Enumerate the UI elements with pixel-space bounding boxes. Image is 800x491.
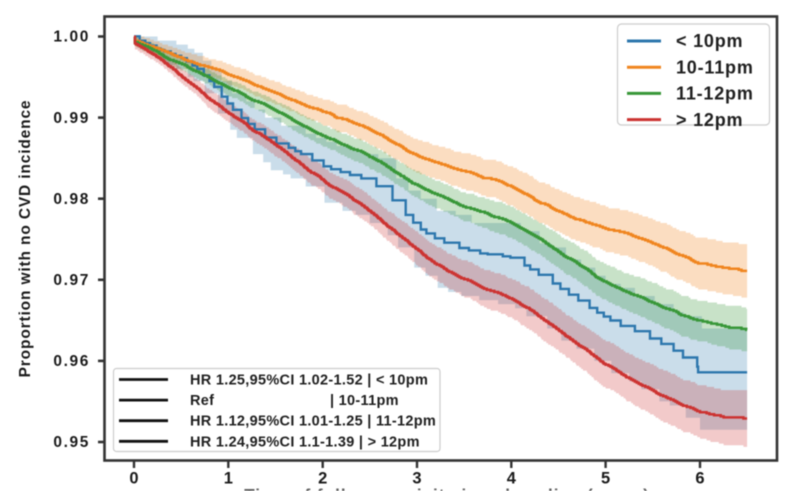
svg-text:10-11pm: 10-11pm bbox=[676, 57, 754, 77]
svg-text:0: 0 bbox=[129, 470, 138, 488]
svg-text:6: 6 bbox=[695, 470, 704, 488]
svg-text:Time of follow up visit since: Time of follow up visit since baseline (… bbox=[244, 486, 650, 491]
svg-text:< 10pm: < 10pm bbox=[676, 31, 743, 51]
svg-text:0.99: 0.99 bbox=[53, 110, 90, 127]
svg-text:5: 5 bbox=[601, 470, 610, 488]
svg-text:| 10-11pm: | 10-11pm bbox=[330, 393, 399, 409]
svg-text:Proportion with no CVD inciden: Proportion with no CVD incidence bbox=[17, 100, 34, 378]
svg-text:HR 1.25,95%CI 1.02-1.52 | < 10: HR 1.25,95%CI 1.02-1.52 | < 10pm bbox=[190, 373, 428, 389]
svg-text:0.95: 0.95 bbox=[53, 434, 90, 451]
svg-text:4: 4 bbox=[507, 470, 517, 488]
svg-text:0.96: 0.96 bbox=[53, 353, 90, 370]
svg-text:HR 1.12,95%CI 1.01-1.25 | 11-1: HR 1.12,95%CI 1.01-1.25 | 11-12pm bbox=[190, 414, 436, 430]
svg-text:2: 2 bbox=[318, 470, 327, 488]
svg-text:HR 1.24,95%CI 1.1-1.39 | > 12p: HR 1.24,95%CI 1.1-1.39 | > 12pm bbox=[190, 434, 420, 450]
svg-text:0.97: 0.97 bbox=[53, 272, 90, 289]
svg-text:0.98: 0.98 bbox=[53, 191, 90, 208]
svg-text:3: 3 bbox=[412, 470, 421, 488]
svg-text:1.00: 1.00 bbox=[53, 29, 90, 46]
svg-text:1: 1 bbox=[224, 470, 233, 488]
svg-text:11-12pm: 11-12pm bbox=[676, 84, 754, 104]
svg-text:Ref: Ref bbox=[190, 393, 214, 409]
svg-text:> 12pm: > 12pm bbox=[676, 110, 743, 130]
